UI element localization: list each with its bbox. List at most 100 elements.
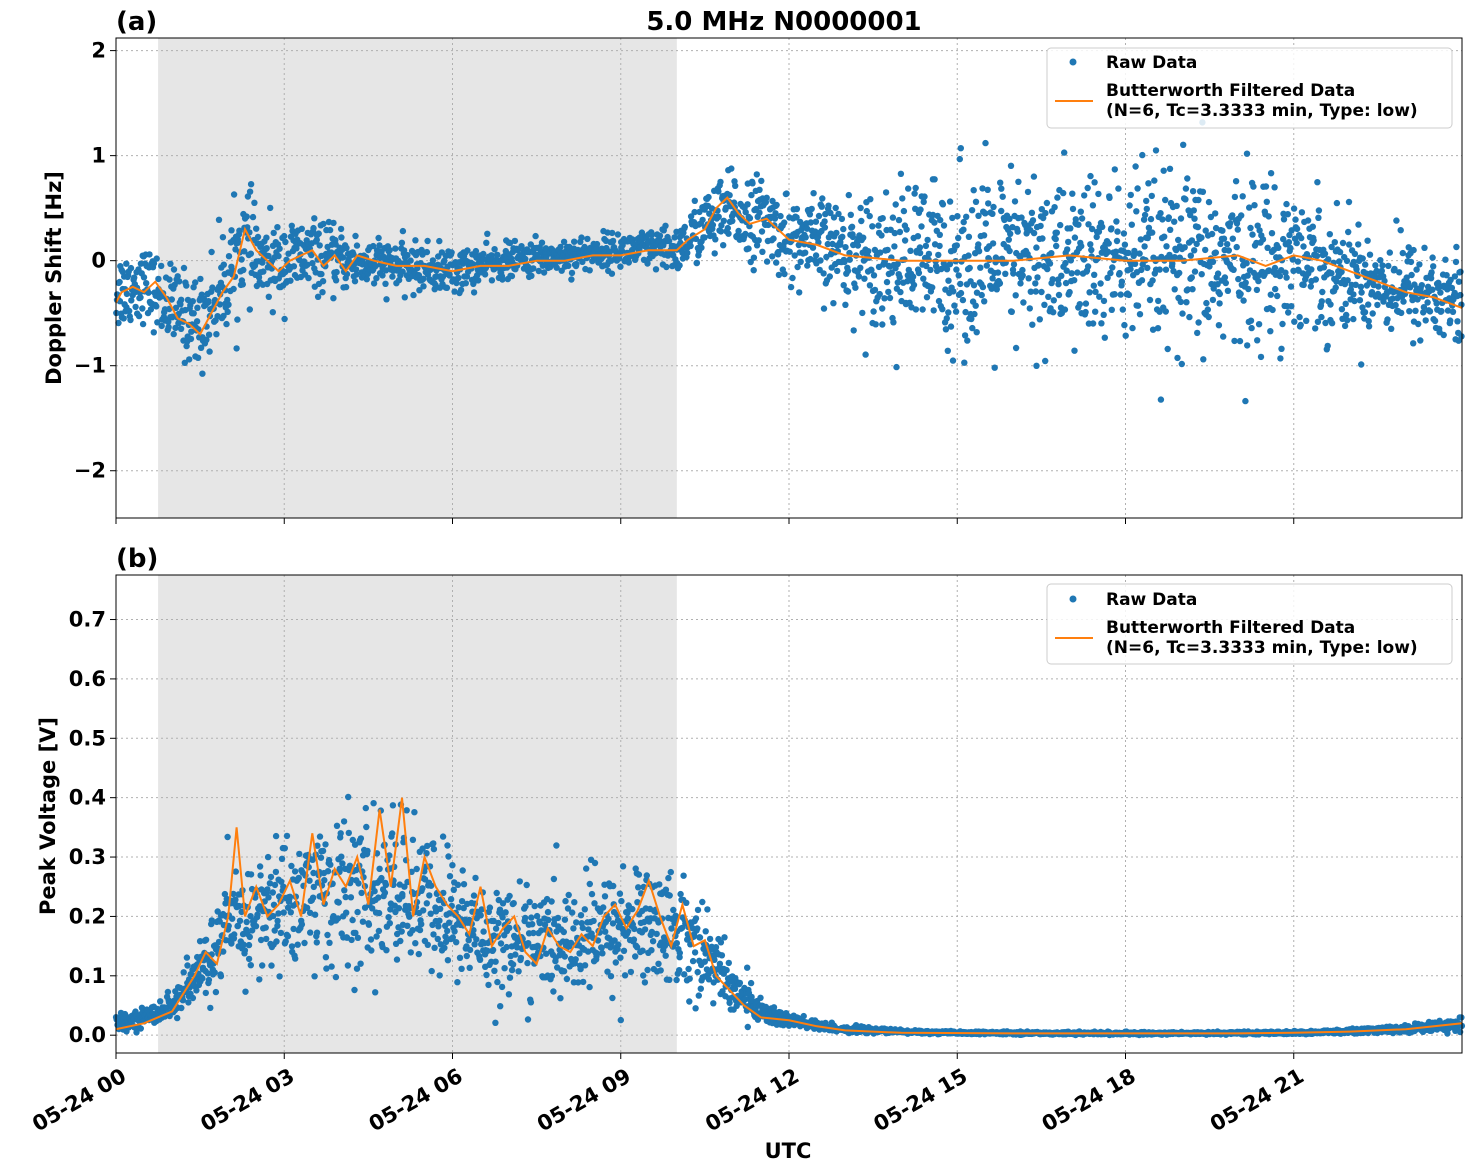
raw-data-point bbox=[1256, 227, 1263, 234]
raw-data-point bbox=[337, 830, 344, 837]
raw-data-point bbox=[942, 326, 950, 333]
raw-data-point bbox=[577, 965, 584, 973]
panel-b-label: (b) bbox=[116, 544, 158, 574]
raw-data-point bbox=[795, 241, 802, 249]
raw-data-point bbox=[1362, 261, 1369, 268]
raw-data-point bbox=[877, 249, 884, 256]
raw-data-point bbox=[324, 931, 331, 939]
raw-data-point bbox=[998, 185, 1005, 192]
raw-data-point bbox=[548, 972, 556, 979]
raw-data-point bbox=[506, 974, 514, 981]
raw-data-point bbox=[925, 250, 933, 258]
raw-data-point bbox=[609, 920, 617, 927]
raw-data-point bbox=[164, 988, 172, 996]
raw-data-point bbox=[1328, 320, 1336, 327]
raw-data-point bbox=[868, 266, 875, 274]
raw-data-point bbox=[1428, 269, 1435, 276]
raw-data-point bbox=[1443, 272, 1450, 279]
raw-data-point bbox=[1300, 281, 1307, 289]
raw-data-point bbox=[308, 251, 315, 259]
raw-data-point bbox=[150, 329, 157, 336]
raw-data-point bbox=[337, 225, 345, 233]
raw-data-point bbox=[1271, 184, 1278, 191]
raw-data-point bbox=[375, 927, 383, 935]
raw-data-point bbox=[718, 952, 726, 959]
raw-data-point bbox=[1125, 291, 1133, 299]
raw-data-point bbox=[225, 253, 233, 260]
raw-data-point bbox=[509, 961, 517, 968]
raw-data-point bbox=[966, 264, 973, 272]
raw-data-point bbox=[619, 863, 627, 870]
raw-data-point bbox=[1141, 243, 1148, 250]
raw-data-point bbox=[508, 272, 516, 280]
raw-data-point bbox=[1131, 247, 1138, 255]
raw-data-point bbox=[1361, 309, 1369, 316]
raw-data-point bbox=[554, 914, 562, 922]
raw-data-point bbox=[736, 979, 744, 987]
raw-data-point bbox=[978, 291, 985, 299]
raw-data-point bbox=[1245, 285, 1252, 293]
raw-data-point bbox=[322, 841, 329, 848]
raw-data-point bbox=[624, 909, 631, 916]
raw-data-point bbox=[896, 228, 904, 236]
raw-data-point bbox=[571, 238, 578, 245]
raw-data-point bbox=[214, 944, 221, 952]
raw-data-point bbox=[588, 890, 596, 898]
raw-data-point bbox=[1025, 275, 1032, 282]
raw-data-point bbox=[866, 282, 874, 289]
raw-data-point bbox=[870, 308, 877, 315]
raw-data-point bbox=[614, 231, 622, 238]
raw-data-point bbox=[903, 226, 910, 233]
raw-data-point bbox=[184, 296, 192, 304]
raw-data-point bbox=[1171, 286, 1178, 293]
raw-data-point bbox=[1050, 309, 1057, 316]
raw-data-point bbox=[1144, 264, 1151, 272]
raw-data-point bbox=[535, 267, 542, 275]
raw-data-point bbox=[1280, 235, 1287, 243]
raw-data-point bbox=[731, 985, 739, 992]
raw-data-point bbox=[1312, 325, 1319, 332]
raw-data-point bbox=[1238, 212, 1245, 219]
raw-data-point bbox=[861, 275, 868, 282]
raw-data-point bbox=[988, 285, 995, 292]
raw-data-point bbox=[753, 242, 761, 249]
raw-data-point bbox=[257, 936, 265, 944]
raw-data-point bbox=[692, 235, 700, 243]
raw-data-point bbox=[848, 223, 856, 230]
raw-data-point bbox=[726, 192, 733, 199]
raw-data-point bbox=[1288, 303, 1295, 310]
raw-data-point bbox=[1171, 218, 1178, 225]
raw-data-point bbox=[670, 906, 677, 914]
raw-data-point bbox=[319, 278, 327, 285]
raw-data-point bbox=[1285, 309, 1292, 316]
raw-data-point bbox=[946, 198, 954, 205]
raw-data-point bbox=[578, 234, 585, 241]
raw-data-point bbox=[1042, 357, 1049, 365]
raw-data-point bbox=[202, 989, 209, 997]
raw-data-point bbox=[157, 998, 164, 1005]
raw-data-point bbox=[530, 929, 537, 937]
raw-data-point bbox=[1061, 149, 1068, 156]
raw-data-point bbox=[1069, 190, 1076, 197]
raw-data-point bbox=[923, 294, 931, 301]
raw-data-point bbox=[866, 212, 873, 220]
raw-data-point bbox=[389, 830, 396, 837]
raw-data-point bbox=[567, 939, 575, 947]
raw-data-point bbox=[1042, 209, 1049, 217]
panel-a-legend-raw-label: Raw Data bbox=[1106, 53, 1197, 73]
raw-data-point bbox=[181, 359, 188, 366]
raw-data-point bbox=[1189, 188, 1197, 195]
raw-data-point bbox=[1076, 301, 1084, 308]
raw-data-point bbox=[158, 262, 165, 270]
raw-data-point bbox=[512, 951, 519, 958]
raw-data-point bbox=[1344, 277, 1351, 284]
raw-data-point bbox=[1255, 321, 1263, 328]
raw-data-point bbox=[243, 213, 250, 220]
raw-data-point bbox=[750, 254, 758, 261]
raw-data-point bbox=[1062, 259, 1069, 267]
raw-data-point bbox=[858, 217, 865, 225]
raw-data-point bbox=[505, 991, 513, 998]
raw-data-point bbox=[386, 920, 393, 927]
raw-data-point bbox=[1187, 252, 1195, 259]
raw-data-point bbox=[249, 213, 257, 221]
